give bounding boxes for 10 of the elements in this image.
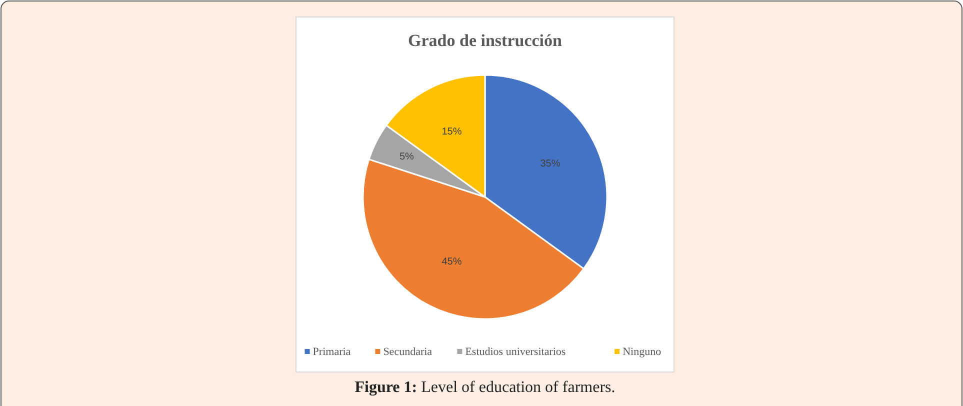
legend-label: Ninguno xyxy=(622,346,662,358)
data-label: 45% xyxy=(442,256,462,268)
legend-label: Estudios universitarios xyxy=(465,346,566,358)
data-label: 5% xyxy=(400,152,414,163)
data-label: 35% xyxy=(540,158,560,170)
caption: Figure 1: Level of education of farmers. xyxy=(354,379,616,396)
legend-label: Primaria xyxy=(312,346,351,358)
legend-label: Secundaria xyxy=(383,346,432,358)
chart-title: Grado de instrucción xyxy=(408,31,563,50)
data-label: 15% xyxy=(442,126,462,138)
